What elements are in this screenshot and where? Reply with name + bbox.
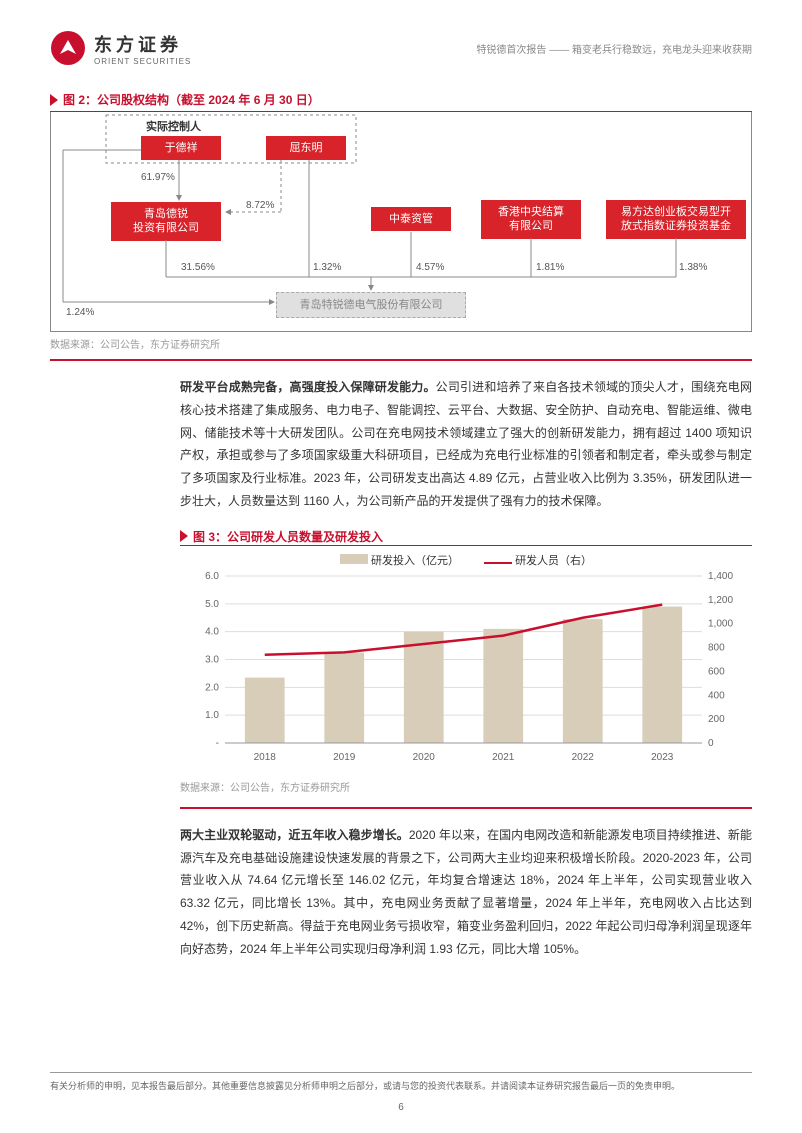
chart-area: 研发投入（亿元） 研发人员（右） - 1.0 2.0 3.0 4.0 5.0 6.0 0 200… [180,545,752,775]
pct-derui-target: 31.56% [181,262,215,273]
pct-hk-target: 1.81% [536,262,564,273]
svg-text:5.0: 5.0 [205,599,219,610]
node-hk: 香港中央结算 有限公司 [481,200,581,239]
svg-text:400: 400 [708,690,725,701]
rd-chart: - 1.0 2.0 3.0 4.0 5.0 6.0 0 200 400 600 800 1,000 1,2… [180,568,752,768]
paragraph-1-bold: 研发平台成熟完备，高强度投入保障研发能力。 [180,380,436,394]
triangle-icon [180,530,188,542]
svg-text:1,200: 1,200 [708,595,733,606]
legend-bar-swatch [340,554,368,564]
node-yu: 于德祥 [141,136,221,160]
svg-text:0: 0 [708,738,714,749]
pct-qu-derui: 8.72% [246,200,274,211]
node-zhongxin: 中泰资管 [371,207,451,231]
paragraph-2: 两大主业双轮驱动，近五年收入稳步增长。2020 年以来，在国内电网改造和新能源发… [180,824,752,961]
controller-label: 实际控制人 [146,118,201,134]
pct-yu-target: 1.24% [66,307,94,318]
paragraph-2-bold: 两大主业双轮驱动，近五年收入稳步增长。 [180,828,409,842]
svg-text:1,000: 1,000 [708,618,733,629]
logo-icon [50,30,86,66]
svg-text:2020: 2020 [413,752,436,763]
brand-cn: 东方证券 [94,31,191,57]
svg-text:-: - [216,738,219,749]
page-footer: 有关分析师的申明，见本报告最后部分。其他重要信息披露见分析师申明之后部分，或请与… [50,1072,752,1113]
node-qu: 屈东明 [266,136,346,160]
svg-text:1,400: 1,400 [708,571,733,582]
svg-text:2018: 2018 [254,752,277,763]
figure-2-title-bar: 图 2：公司股权结构（截至 2024 年 6 月 30 日） [50,91,752,108]
paragraph-1: 研发平台成熟完备，高强度投入保障研发能力。公司引进和培养了来自各技术领域的顶尖人… [180,376,752,513]
pct-qu-target: 1.32% [313,262,341,273]
pct-zhongxin-target: 4.57% [416,262,444,273]
figure-2: 图 2：公司股权结构（截至 2024 年 6 月 30 日） 实际控制人 于德祥… [50,91,752,361]
brand-en: ORIENT SECURITIES [94,57,191,66]
page-number: 6 [50,1102,752,1113]
header-subtitle: 特锐德首次报告 —— 箱变老兵行稳致远，充电龙头迎来收获期 [476,41,752,56]
node-qingdao-derui: 青岛德锐 投资有限公司 [111,202,221,241]
legend-line: 研发人员（右） [484,552,592,568]
node-yifangda: 易方达创业板交易型开 放式指数证券投资基金 [606,200,746,239]
pct-yu-derui: 61.97% [141,172,175,183]
figure-3-title: 图 3：公司研发人员数量及研发投入 [193,528,383,545]
triangle-icon [50,94,58,106]
chart-legend: 研发投入（亿元） 研发人员（右） [180,546,752,568]
svg-text:600: 600 [708,666,725,677]
figure-2-box: 实际控制人 于德祥 屈东明 青岛德锐 投资有限公司 中泰资管 香港中央结算 有限… [50,111,752,361]
svg-text:2.0: 2.0 [205,682,219,693]
svg-text:6.0: 6.0 [205,571,219,582]
svg-text:3.0: 3.0 [205,654,219,665]
equity-structure-diagram: 实际控制人 于德祥 屈东明 青岛德锐 投资有限公司 中泰资管 香港中央结算 有限… [50,112,752,332]
svg-text:1.0: 1.0 [205,710,219,721]
figure-3: 图 3：公司研发人员数量及研发投入 研发投入（亿元） 研发人员（右） - 1.0 2… [180,528,752,809]
legend-line-label: 研发人员（右） [515,555,592,567]
page-header: 东方证券 ORIENT SECURITIES 特锐德首次报告 —— 箱变老兵行稳… [50,30,752,66]
svg-text:200: 200 [708,714,725,725]
figure-2-title: 图 2：公司股权结构（截至 2024 年 6 月 30 日） [63,91,320,108]
paragraph-1-text: 公司引进和培养了来自各技术领域的顶尖人才，围绕充电网核心技术搭建了集成服务、电力… [180,380,752,508]
svg-text:2022: 2022 [572,752,595,763]
legend-bar-label: 研发投入（亿元） [371,555,459,567]
legend-line-swatch [484,562,512,564]
node-target: 青岛特锐德电气股份有限公司 [276,292,466,318]
figure-3-source-box: 数据来源：公司公告，东方证券研究所 [180,775,752,809]
legend-bar: 研发投入（亿元） [340,552,459,568]
figure-2-source: 数据来源：公司公告，东方证券研究所 [50,332,752,361]
svg-text:800: 800 [708,642,725,653]
figure-3-title-bar: 图 3：公司研发人员数量及研发投入 [180,528,752,545]
svg-text:2019: 2019 [333,752,356,763]
footer-disclaimer: 有关分析师的申明，见本报告最后部分。其他重要信息披露见分析师申明之后部分，或请与… [50,1072,752,1092]
svg-text:4.0: 4.0 [205,626,219,637]
logo: 东方证券 ORIENT SECURITIES [50,30,191,66]
svg-text:2021: 2021 [492,752,515,763]
figure-3-source: 数据来源：公司公告，东方证券研究所 [180,775,752,802]
logo-text: 东方证券 ORIENT SECURITIES [94,31,191,66]
svg-text:2023: 2023 [651,752,674,763]
paragraph-2-text: 2020 年以来，在国内电网改造和新能源发电项目持续推进、新能源汽车及充电基础设… [180,828,752,956]
pct-yifangda-target: 1.38% [679,262,707,273]
